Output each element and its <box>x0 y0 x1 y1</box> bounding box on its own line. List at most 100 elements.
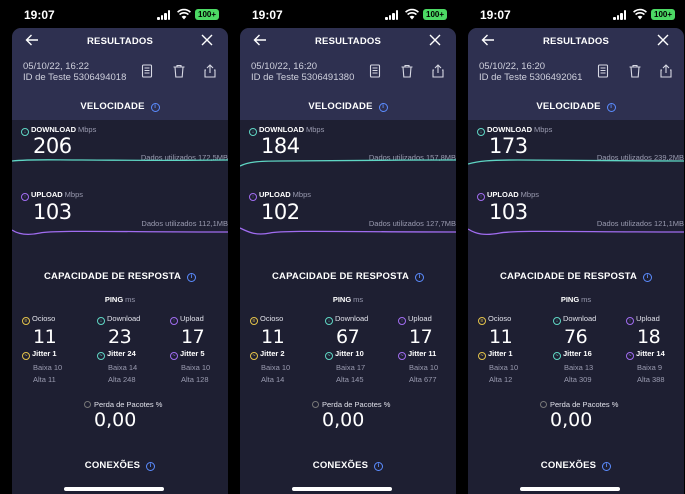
trash-icon[interactable] <box>628 64 642 78</box>
trash-icon[interactable] <box>400 64 414 78</box>
download-low: Baixa 17 <box>336 363 366 372</box>
upload-high: Alta 128 <box>181 375 209 384</box>
share-icon[interactable] <box>659 64 673 78</box>
ping-label: PING <box>332 295 352 304</box>
info-icon[interactable]: i <box>643 273 653 282</box>
upload-speed-graph <box>12 229 228 236</box>
close-icon[interactable] <box>200 33 214 47</box>
download-value: 184 <box>261 134 300 158</box>
idle-ping-value: 11 <box>33 326 57 348</box>
upload-value: 103 <box>33 200 72 224</box>
ping-unit: ms <box>353 295 364 304</box>
ping-upload-column: ↑ Upload 17 ~ Jitter 5 Baixa 10 Alta 128 <box>170 314 228 384</box>
speed-section-title: VELOCIDADE i <box>468 101 684 112</box>
upload-speed-graph <box>240 227 456 235</box>
phone-screen: 19:07 100+ RESULTADOS 05/10/22, 16:22 ID… <box>0 0 228 494</box>
ping-download-column: ↓ Download 67 ~ Jitter 10 Baixa 17 Alta 14… <box>325 314 395 384</box>
packet-loss-unit: % <box>611 400 619 409</box>
upload-low: Baixa 9 <box>637 363 663 372</box>
download-high: Alta 248 <box>108 375 136 384</box>
info-icon[interactable]: i <box>606 103 616 112</box>
jitter-icon: ~ <box>97 352 105 360</box>
upload-arrow-icon: ↑ <box>170 317 178 325</box>
ping-label: PING <box>104 295 124 304</box>
results-header: RESULTADOS 05/10/22, 16:20 ID de Teste 5… <box>468 28 684 120</box>
document-list-icon[interactable] <box>596 64 610 78</box>
upload-unit: Mbps <box>520 190 540 199</box>
document-list-icon[interactable] <box>140 64 154 78</box>
download-jitter: Jitter 10 <box>335 349 364 358</box>
close-icon[interactable] <box>428 33 442 47</box>
page-title: RESULTADOS <box>314 36 382 47</box>
upload-high: Alta 677 <box>409 375 437 384</box>
trash-icon[interactable] <box>172 64 186 78</box>
info-icon[interactable]: i <box>378 103 388 112</box>
idle-ping-value: 11 <box>489 326 513 348</box>
download-label: ↓ DOWNLOAD Mbps <box>477 125 552 136</box>
upload-unit: Mbps <box>292 190 312 199</box>
upload-ping-value: 18 <box>637 326 661 348</box>
responsiveness-section-title: CAPACIDADE DE RESPOSTA i <box>240 271 456 282</box>
info-icon[interactable]: i <box>146 462 156 471</box>
ping-label: PING <box>560 295 580 304</box>
connections-title-text: CONEXÕES <box>84 460 141 471</box>
packet-loss-text: Perda de Pacotes <box>322 400 382 409</box>
document-list-icon[interactable] <box>368 64 382 78</box>
connections-section-title[interactable]: CONEXÕES i <box>240 460 456 471</box>
upload-jitter: Jitter 14 <box>636 349 665 358</box>
upload-ping-value: 17 <box>409 326 433 348</box>
connections-section-title[interactable]: CONEXÕES i <box>468 460 684 471</box>
arrow-left-icon[interactable] <box>253 33 267 47</box>
info-icon[interactable]: i <box>602 462 612 471</box>
packet-loss-icon <box>312 401 319 408</box>
packet-loss-label: Perda de Pacotes % <box>312 400 390 409</box>
packet-loss-unit: % <box>155 400 163 409</box>
info-icon[interactable]: i <box>150 103 160 112</box>
upload-ping-label: Upload <box>180 314 204 323</box>
battery-indicator: 100+ <box>423 9 448 20</box>
arrow-left-icon[interactable] <box>25 33 39 47</box>
jitter-icon: ~ <box>398 352 406 360</box>
upload-high: Alta 388 <box>637 375 665 384</box>
info-icon[interactable]: i <box>415 273 425 282</box>
packet-loss-text: Perda de Pacotes <box>94 400 154 409</box>
download-arrow-icon: ↓ <box>477 128 485 136</box>
share-icon[interactable] <box>431 64 445 78</box>
connections-title-text: CONEXÕES <box>312 460 369 471</box>
responsiveness-section-title: CAPACIDADE DE RESPOSTA i <box>468 271 684 282</box>
idle-icon: ≡ <box>478 317 486 325</box>
test-id: ID de Teste 5306494018 <box>23 72 127 83</box>
test-date: 05/10/22, 16:20 <box>479 61 546 72</box>
home-indicator[interactable] <box>520 487 620 491</box>
info-icon[interactable]: i <box>187 273 197 282</box>
connections-section-title[interactable]: CONEXÕES i <box>12 460 228 471</box>
ping-unit: ms <box>581 295 592 304</box>
download-label-text: DOWNLOAD <box>259 125 304 134</box>
idle-low: Baixa 10 <box>489 363 519 372</box>
idle-label: Ocioso <box>488 314 512 323</box>
home-indicator[interactable] <box>64 487 164 491</box>
idle-icon: ≡ <box>22 317 30 325</box>
upload-jitter: Jitter 11 <box>408 349 437 358</box>
ping-idle-column: ≡ Ocioso 11 ~ Jitter 1 Baixa 10 Alta 12 <box>478 314 548 384</box>
packet-loss-unit: % <box>383 400 391 409</box>
cellular-signal-icon <box>157 10 171 20</box>
ping-upload-column: ↑ Upload 18 ~ Jitter 14 Baixa 9 Alta 388 <box>626 314 684 384</box>
page-title: RESULTADOS <box>542 36 610 47</box>
home-indicator[interactable] <box>292 487 392 491</box>
results-header: RESULTADOS 05/10/22, 16:20 ID de Teste 5… <box>240 28 456 120</box>
speed-title-text: VELOCIDADE <box>536 101 601 112</box>
arrow-left-icon[interactable] <box>481 33 495 47</box>
ping-title: PING ms <box>240 295 456 304</box>
packet-loss-label: Perda de Pacotes % <box>540 400 618 409</box>
packet-loss-icon <box>540 401 547 408</box>
cellular-signal-icon <box>385 10 399 20</box>
share-icon[interactable] <box>203 64 217 78</box>
upload-ping-label: Upload <box>636 314 660 323</box>
download-ping-value: 67 <box>336 326 360 348</box>
packet-loss-icon <box>84 401 91 408</box>
close-icon[interactable] <box>656 33 670 47</box>
jitter-icon: ~ <box>478 352 486 360</box>
upload-data-used: Dados utilizados 121,1MB <box>596 219 684 228</box>
info-icon[interactable]: i <box>374 462 384 471</box>
